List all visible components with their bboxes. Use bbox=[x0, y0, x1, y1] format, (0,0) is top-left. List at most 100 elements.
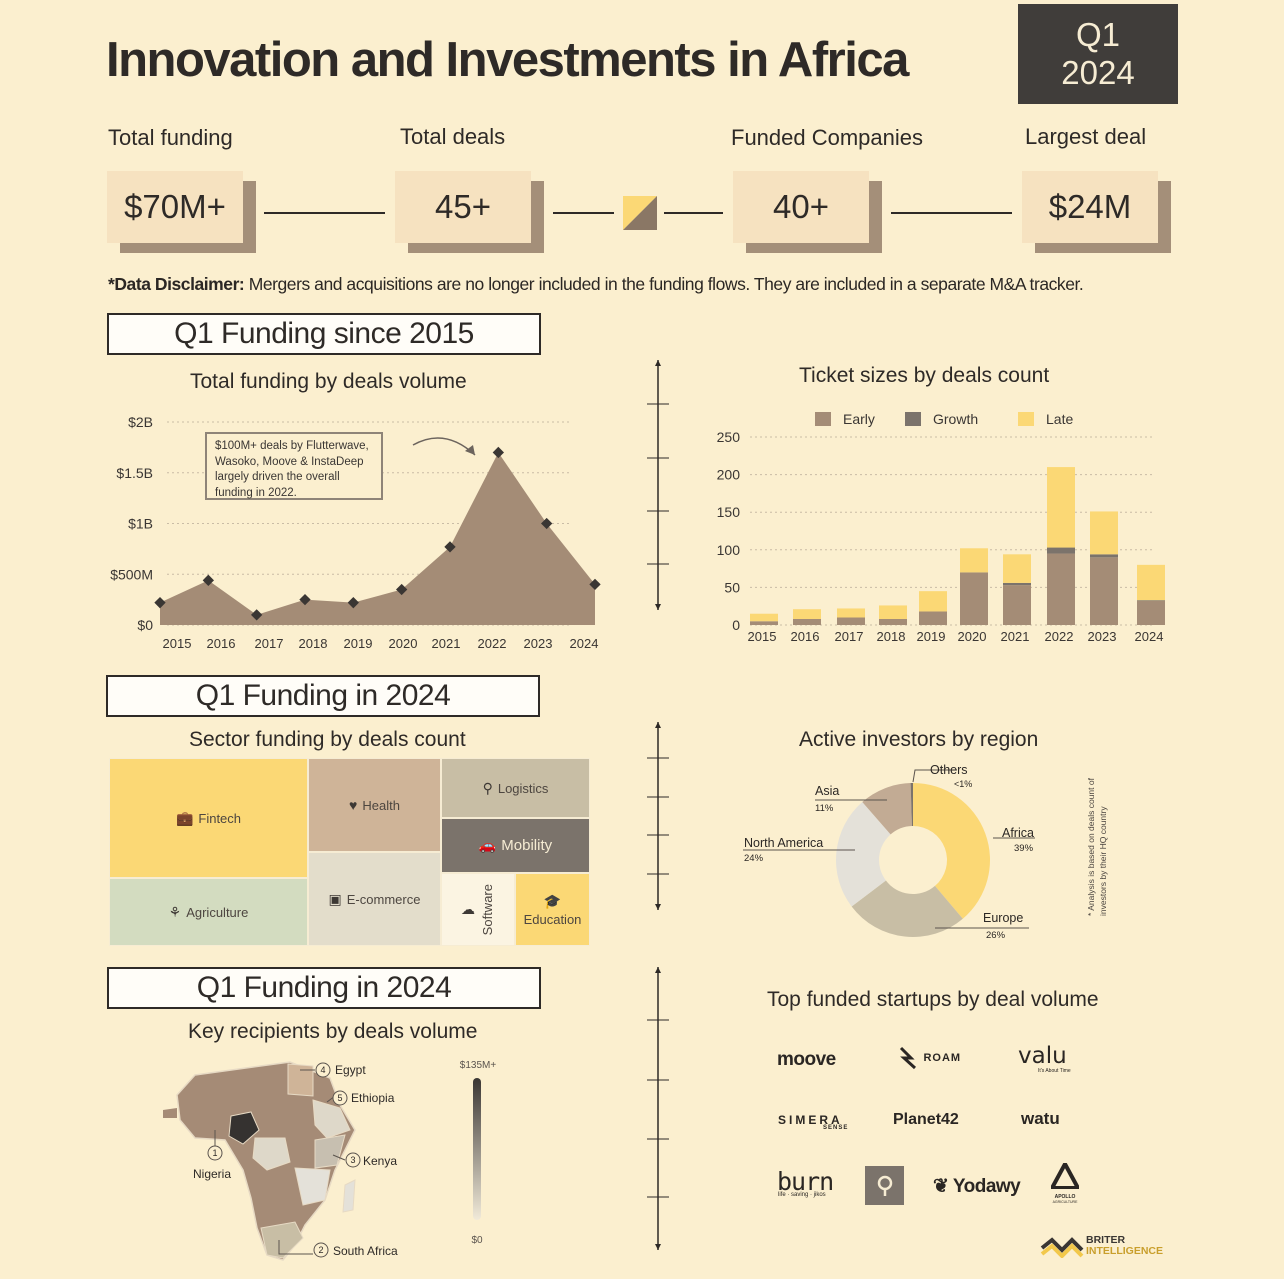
y-tick-label: $0 bbox=[137, 617, 153, 633]
bar-segment-early bbox=[1003, 585, 1031, 625]
search-icon: ⚲ bbox=[482, 779, 493, 796]
donut-pct-europe: 26% bbox=[986, 930, 1006, 941]
graduation-cap-icon: 🎓 bbox=[543, 892, 562, 909]
y-tick-label: 150 bbox=[717, 504, 741, 520]
donut-label-north-america: North America bbox=[744, 836, 824, 850]
scale-max-label: $135M+ bbox=[460, 1060, 497, 1071]
brand-name: BRITER INTELLIGENCE bbox=[1086, 1234, 1164, 1257]
briter-logo-icon bbox=[1040, 1237, 1084, 1258]
map-rank-5: 5 bbox=[337, 1093, 342, 1103]
map-rank-1: 1 bbox=[212, 1148, 217, 1158]
area-annotation: $100M+ deals by Flutterwave, Wasoko, Moo… bbox=[205, 432, 383, 500]
scale-min-label: $0 bbox=[471, 1235, 483, 1246]
briefcase-icon: 💼 bbox=[175, 809, 194, 826]
bar-segment-early bbox=[1090, 557, 1118, 625]
map-label-egypt: Egypt bbox=[335, 1063, 366, 1077]
map-rank-2: 2 bbox=[318, 1245, 323, 1255]
sector-treemap: 💼 Fintech ♥ Health ⚲ Logistics 🚗 Mobility ⚘ A… bbox=[109, 758, 590, 946]
bar-segment-late bbox=[1137, 564, 1165, 601]
y-tick-label: $1B bbox=[128, 516, 153, 532]
data-point bbox=[299, 593, 311, 606]
x-tick-label: 2015 bbox=[163, 636, 192, 651]
donut-leader-lines bbox=[743, 769, 1035, 929]
connector-line bbox=[664, 212, 723, 214]
donut-footnote: * Analysis is based on deals count of in… bbox=[1086, 778, 1108, 916]
area-chart: 2015 2016 2017 2018 2019 2020 2021 2022 2023 2024… bbox=[110, 414, 601, 651]
stat-label-largest-deal: Largest deal bbox=[1025, 124, 1147, 149]
africa-map: 4 5 3 2 1 Egypt Ethiopia Kenya South Afr… bbox=[163, 1061, 398, 1261]
legend-swatch-growth bbox=[905, 412, 921, 426]
donut-slice-north-america bbox=[836, 802, 891, 907]
donut-chart-title: Active investors by region bbox=[799, 728, 1039, 751]
logo-apollo: APOLLO AGRICULTURE bbox=[1048, 1159, 1082, 1204]
x-tick-label: 2017 bbox=[835, 629, 864, 644]
logo-map-pin bbox=[865, 1166, 904, 1205]
stat-value-funded-companies: 40+ bbox=[733, 171, 869, 243]
y-tick-label: $2B bbox=[128, 414, 153, 430]
legend-swatch-early bbox=[815, 412, 831, 426]
area-series bbox=[160, 452, 595, 625]
stat-value-largest-deal: $24M bbox=[1022, 171, 1158, 243]
bar-segment-late bbox=[793, 609, 821, 619]
x-tick-label: 2021 bbox=[432, 636, 461, 651]
page-title: Innovation and Investments in Africa bbox=[106, 33, 909, 87]
lightning-icon bbox=[899, 1046, 917, 1070]
data-disclaimer: *Data Disclaimer: Mergers and acquisitio… bbox=[108, 274, 1084, 295]
x-tick-label: 2019 bbox=[917, 629, 946, 644]
data-point bbox=[589, 578, 601, 591]
x-tick-label: 2020 bbox=[958, 629, 987, 644]
annotation-arrow bbox=[412, 437, 476, 456]
map-label-kenya: Kenya bbox=[363, 1154, 397, 1168]
area-chart-title: Total funding by deals volume bbox=[190, 370, 467, 393]
year-label: 2024 bbox=[1061, 54, 1135, 91]
logo-planet42: Planet42 bbox=[893, 1111, 959, 1128]
donut-pct-others: <1% bbox=[954, 779, 973, 789]
divider-ruler bbox=[647, 967, 669, 1250]
treemap-cell-ecommerce: ▣ E-commerce bbox=[308, 852, 441, 946]
bar-segment-late bbox=[919, 591, 947, 612]
map-rank-3: 3 bbox=[350, 1155, 355, 1165]
treemap-cell-logistics: ⚲ Logistics bbox=[441, 758, 590, 818]
treemap-cell-software: ☁ Software bbox=[441, 873, 515, 946]
x-tick-label: 2020 bbox=[389, 636, 418, 651]
logo-simera-sub: SENSE bbox=[823, 1125, 849, 1131]
triangle-icon bbox=[1048, 1159, 1082, 1190]
x-tick-label: 2015 bbox=[748, 629, 777, 644]
legend-swatch-late bbox=[1018, 412, 1034, 426]
bar-segment-growth bbox=[1047, 547, 1075, 554]
legend-label-late: Late bbox=[1046, 411, 1073, 427]
bar-segment-early bbox=[1047, 553, 1075, 625]
brand-mark-icon bbox=[623, 196, 657, 230]
logo-valu: valu bbox=[1018, 1043, 1067, 1069]
treemap-cell-fintech: 💼 Fintech bbox=[109, 758, 308, 878]
stacked-bar-chart: 2015 2016 2017 2018 2019 2020 2021 2022 2023 2024… bbox=[717, 411, 1165, 644]
map-rank-4: 4 bbox=[320, 1065, 325, 1075]
stat-label-total-funding: Total funding bbox=[108, 125, 233, 150]
treemap-title: Sector funding by deals count bbox=[189, 728, 466, 751]
logo-simera: SIMERA bbox=[778, 1113, 843, 1127]
cart-icon: ▣ bbox=[328, 890, 342, 907]
bar-segment-late bbox=[960, 548, 988, 573]
x-tick-label: 2022 bbox=[478, 636, 507, 651]
car-icon: 🚗 bbox=[478, 837, 497, 853]
y-tick-label: 50 bbox=[724, 579, 740, 595]
map-label-nigeria: Nigeria bbox=[193, 1167, 231, 1181]
y-tick-label: 250 bbox=[717, 429, 741, 445]
map-label-ethiopia: Ethiopia bbox=[351, 1091, 395, 1105]
donut-label-europe: Europe bbox=[983, 911, 1024, 925]
bar-segment-early bbox=[879, 618, 907, 625]
donut-slice-europe bbox=[851, 880, 963, 937]
bar-segment-early bbox=[793, 618, 821, 625]
donut-pct-africa: 39% bbox=[1014, 843, 1034, 854]
y-tick-label: 200 bbox=[717, 467, 741, 483]
bar-segment-late bbox=[1003, 554, 1031, 583]
divider-ruler bbox=[647, 722, 669, 910]
disclaimer-text: Mergers and acquisitions are no longer i… bbox=[244, 274, 1084, 294]
data-point bbox=[541, 517, 553, 530]
bar-segment-early bbox=[1137, 600, 1165, 625]
data-point bbox=[202, 574, 214, 586]
bar-segment-early bbox=[960, 572, 988, 625]
connector-line bbox=[891, 212, 1012, 214]
cloud-icon: ☁ bbox=[461, 901, 475, 917]
bar-segment-late bbox=[1047, 467, 1075, 548]
